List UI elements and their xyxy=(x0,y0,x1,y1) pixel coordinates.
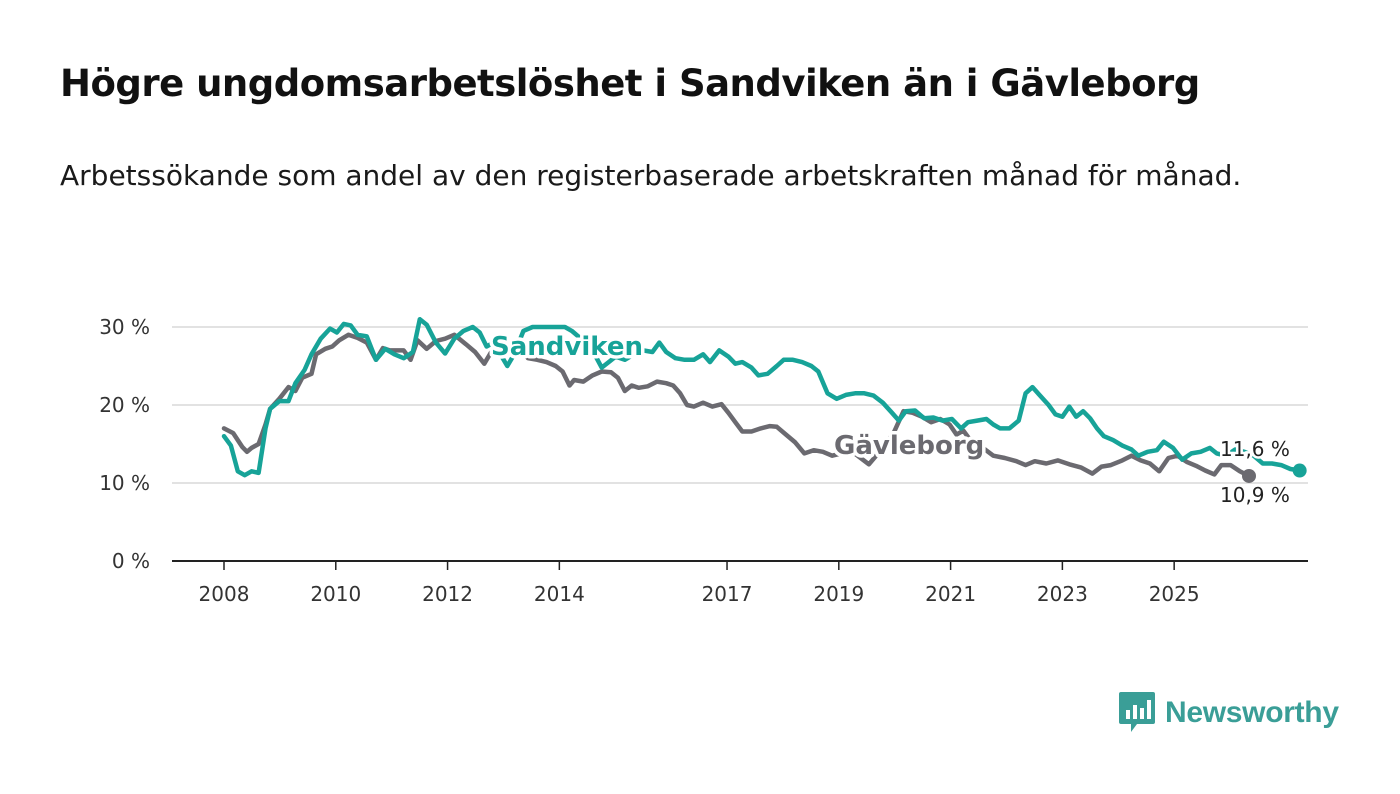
x-tick-label: 2025 xyxy=(1149,582,1200,606)
y-tick-label: 30 % xyxy=(99,315,150,339)
series-endpoint-gävleborg xyxy=(1241,468,1256,483)
series-line-sandviken xyxy=(221,316,1302,478)
x-tick-label: 2019 xyxy=(813,582,864,606)
series-layer xyxy=(221,316,1307,483)
series-endpoint-sandviken xyxy=(1292,463,1307,478)
x-tick-label: 2017 xyxy=(702,582,753,606)
newsworthy-logo[interactable]: Newsworthy xyxy=(1117,690,1339,736)
label-layer: Sandviken Gävleborg 11,6 % 10,9 % xyxy=(488,329,1293,510)
end-label-gavleborg: 10,9 % xyxy=(1220,483,1290,507)
chart-subtitle: Arbetssökande som andel av den registerb… xyxy=(60,159,1242,192)
y-tick-label: 20 % xyxy=(99,393,150,417)
x-tick-label: 2010 xyxy=(310,582,361,606)
x-tick-label: 2014 xyxy=(534,582,585,606)
grid-layer: 0 % 10 % 20 % 30 % 2008 2010 2012 2014 2017 2019 2… xyxy=(99,315,1308,606)
chart-title: Högre ungdomsarbetslöshet i Sandviken än… xyxy=(60,62,1200,105)
y-tick-label: 10 % xyxy=(99,471,150,495)
newsworthy-logo-icon xyxy=(1119,692,1155,732)
end-label-sandviken: 11,6 % xyxy=(1220,437,1290,461)
y-tick-label: 0 % xyxy=(112,549,150,573)
x-tick-label: 2023 xyxy=(1037,582,1088,606)
x-tick-label: 2021 xyxy=(925,582,976,606)
x-tick-label: 2008 xyxy=(199,582,250,606)
series-label-gavleborg: Gävleborg xyxy=(834,431,984,461)
x-tick-label: 2012 xyxy=(422,582,473,606)
newsworthy-logo-text: Newsworthy xyxy=(1165,696,1339,729)
series-label-sandviken: Sandviken xyxy=(491,332,643,362)
